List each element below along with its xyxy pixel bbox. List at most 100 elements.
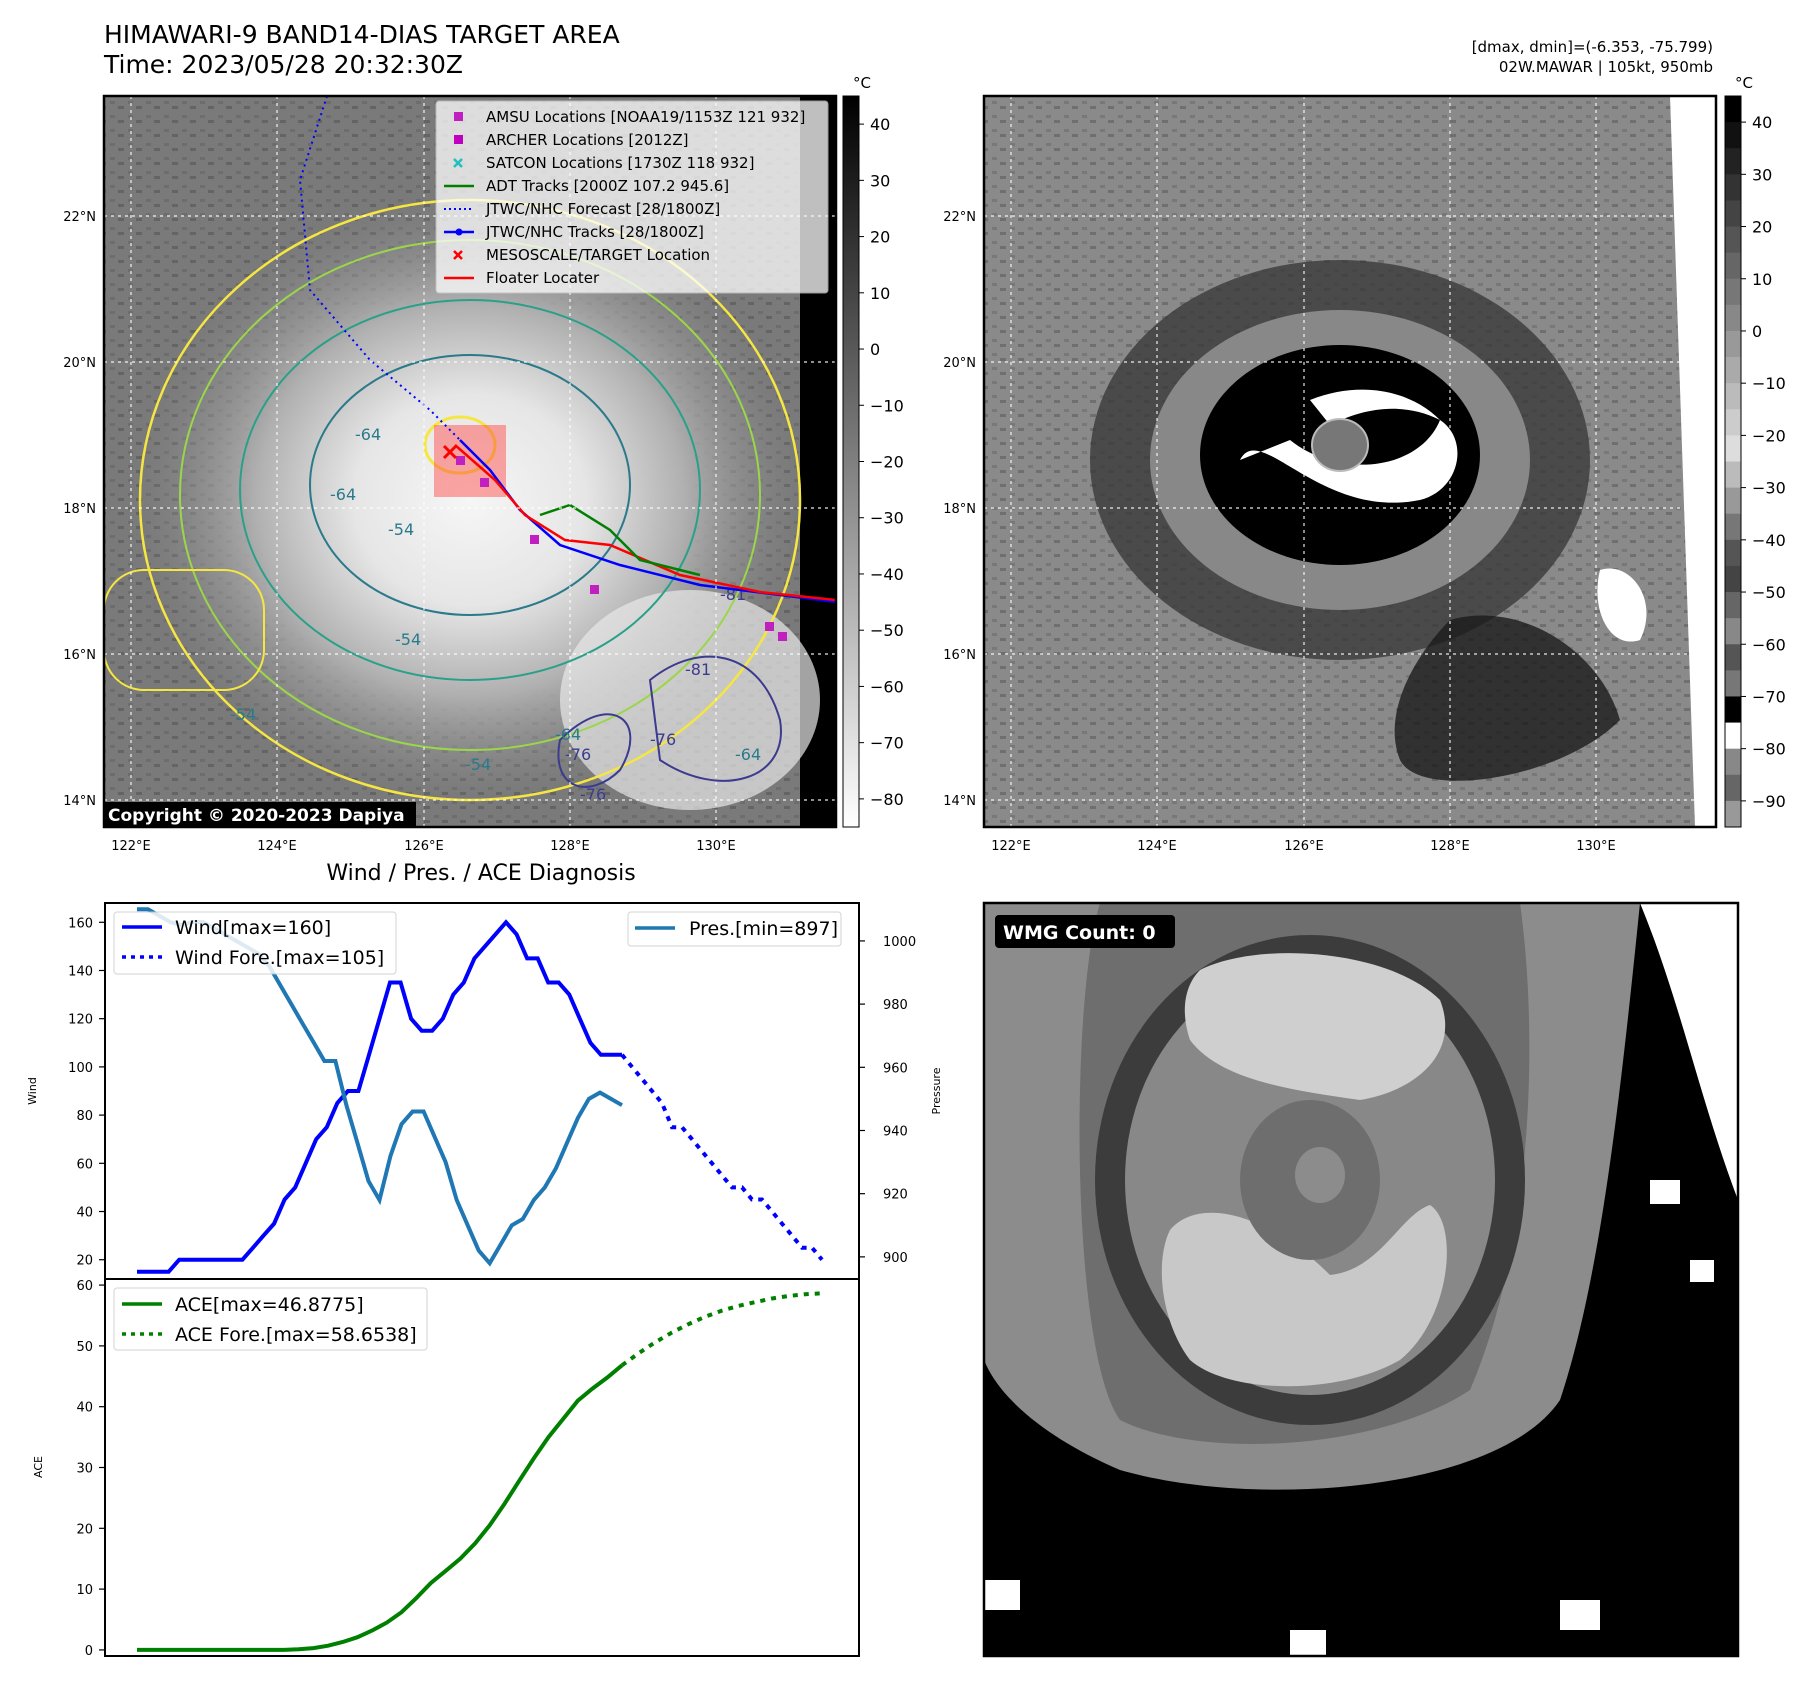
colorbar-step [1725,618,1741,645]
colorbar-step [1725,800,1741,828]
contour-label: -54 [395,630,421,649]
left-colorbar: °C 40 30 20 10 0 −10 −20 −30 −40 −50 −60 −70 −80 [842,74,904,828]
y-tick-label: 30 [76,1462,93,1477]
legend-marker-square [454,112,463,121]
contour-yellow-west [104,569,265,691]
ace-axis-label: ACE [32,1456,45,1478]
wmg-white-cell [1650,1180,1680,1204]
right-colorbar: °C 40 30 20 10 0 −10 −20 −30 −40 −50 −60 −70 −80 −90 [1724,74,1786,828]
y-tick-label: 140 [68,964,93,979]
legend-marker-dot [455,228,463,236]
y-tick-right-label: 920 [883,1188,908,1203]
y-tick-right-label: 960 [883,1061,908,1076]
ace-legend-box [113,1287,428,1351]
contour-label: -64 [355,425,381,444]
jtwc-forecast-track [298,96,461,441]
wmg-count-label: WMG Count: 0 [1003,922,1156,944]
ace-legend: ACE[max=46.8775] ACE Fore.[max=58.6538] [113,1287,428,1351]
colorbar-step [1725,148,1741,175]
y-tick-label: 0 [85,1644,93,1659]
y-tick-label: 120 [68,1013,93,1028]
amsu-marker [590,585,599,594]
lon-tick-label: 124°E [1137,839,1177,854]
amsu-marker [765,622,774,631]
right-colorbar-unit: °C [1735,74,1753,92]
colorbar-step [1725,539,1741,567]
wind-pressure-chart: Wind Pressure 160 140 120 100 80 60 40 20 1000 98… [26,902,943,1280]
y-tick-label: 10 [76,1583,93,1598]
lat-tick-label: 22°N [943,210,976,225]
copyright-box [104,802,416,827]
colorbar-step [1725,200,1741,228]
right-map-gridlines [984,96,1716,827]
colorbar-step [1725,174,1741,201]
wind-legend: Wind[max=160] Wind Fore.[max=105] [113,911,397,975]
legend-label: Floater Locater [486,269,600,287]
colorbar-tick-label: −30 [870,509,904,528]
colorbar-tick-label: −40 [870,565,904,584]
legend-marker-x [453,158,463,168]
wmg-label-box [995,915,1175,948]
pressure-axis-label: Pressure [930,1067,943,1114]
y-tick-label: 80 [76,1109,93,1124]
y-tick-label: 20 [76,1254,93,1269]
diagnosis-title: Wind / Pres. / ACE Diagnosis [326,861,635,886]
legend-label: JTWC/NHC Tracks [28/1800Z] [485,223,704,241]
colorbar-step [1725,383,1741,410]
lon-tick-label: 126°E [1284,839,1324,854]
colorbar-step [1725,696,1741,724]
colorbar-tick-label: 40 [870,115,890,134]
lon-tick-label: 124°E [257,839,297,854]
y-tick-right-label: 940 [883,1124,908,1139]
legend-wind-label: Wind[max=160] [175,917,331,939]
wind-line [137,919,622,1274]
lat-tick-label: 16°N [943,648,976,663]
contour-teal-2 [309,354,631,616]
colorbar-step [1725,513,1741,541]
colorbar-tick-label: 40 [1752,113,1772,132]
colorbar-step [1725,487,1741,515]
colorbar-step [1725,461,1741,489]
lat-tick-label: 14°N [63,794,96,809]
white-crescent-south [1240,420,1458,503]
legend-label: AMSU Locations [NOAA19/1153Z 121 932] [486,108,805,126]
amsu-marker [778,632,787,641]
colorbar-tick-label: −50 [870,621,904,640]
left-map-gridlines [104,96,836,827]
legend-box [435,100,829,294]
lon-tick-label: 130°E [1576,839,1616,854]
lon-tick-label: 128°E [550,839,590,854]
wmg-white-edge [1640,903,1738,1200]
colorbar-step [1725,774,1741,802]
colorbar-step [1725,409,1741,436]
contour-indigo-band [648,655,782,782]
legend-marker-square [454,135,463,144]
colorbar-tick-label: 30 [870,171,890,190]
lat-tick-label: 16°N [63,648,96,663]
lat-tick-label: 20°N [63,356,96,371]
lon-tick-label: 128°E [1430,839,1470,854]
copyright-text: Copyright © 2020-2023 Dapiya [108,806,405,826]
white-cell-east [1597,568,1647,642]
legend-label: JTWC/NHC Forecast [28/1800Z] [485,200,720,218]
contour-teal-1 [239,299,701,681]
colorbar-step [1725,96,1741,123]
colorbar-tick-label: 0 [870,340,880,359]
right-colorbar-frame [1724,95,1742,828]
left-map-legend: AMSU Locations [NOAA19/1153Z 121 932] ARC… [435,100,829,294]
wmg-frame [982,901,1740,1658]
colorbar-step [1725,122,1741,149]
contour-label: -81 [685,660,711,679]
colorbar-step [1725,592,1741,619]
colorbar-tick-label: −80 [1752,740,1786,759]
contour-label: -54 [388,520,414,539]
colorbar-tick-label: 10 [1752,270,1772,289]
right-map-nodata-edge [1670,96,1716,827]
contour-indigo-band-2 [557,713,632,788]
colorbar-tick-label: −30 [1752,479,1786,498]
legend-ace-label: ACE[max=46.8775] [175,1294,364,1316]
colorbar-tick-label: −10 [1752,374,1786,393]
eye [1311,418,1369,472]
lon-tick-label: 122°E [111,839,151,854]
y-tick-label: 40 [76,1206,93,1221]
